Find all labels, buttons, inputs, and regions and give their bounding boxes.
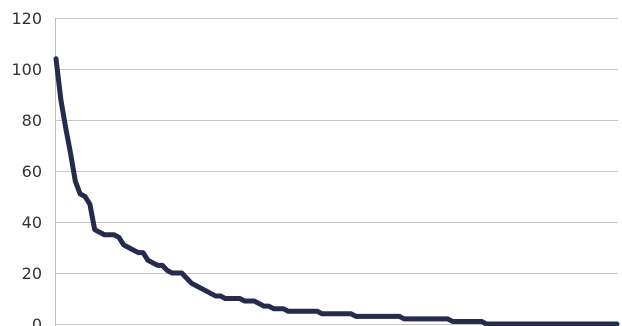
y-tick-label-20: 20 [22, 264, 42, 283]
gridlines [55, 18, 618, 325]
y-tick-label-120: 120 [11, 9, 42, 28]
series-layer [53, 56, 620, 326]
y-tick-label-60: 60 [22, 162, 42, 181]
y-axis-tick-labels: 0 20 40 60 80 100 120 [11, 9, 42, 326]
y-tick-label-80: 80 [22, 111, 42, 130]
series-line-1 [53, 56, 620, 326]
y-tick-label-40: 40 [22, 213, 42, 232]
y-tick-label-100: 100 [11, 60, 42, 79]
y-tick-label-0: 0 [32, 315, 42, 326]
